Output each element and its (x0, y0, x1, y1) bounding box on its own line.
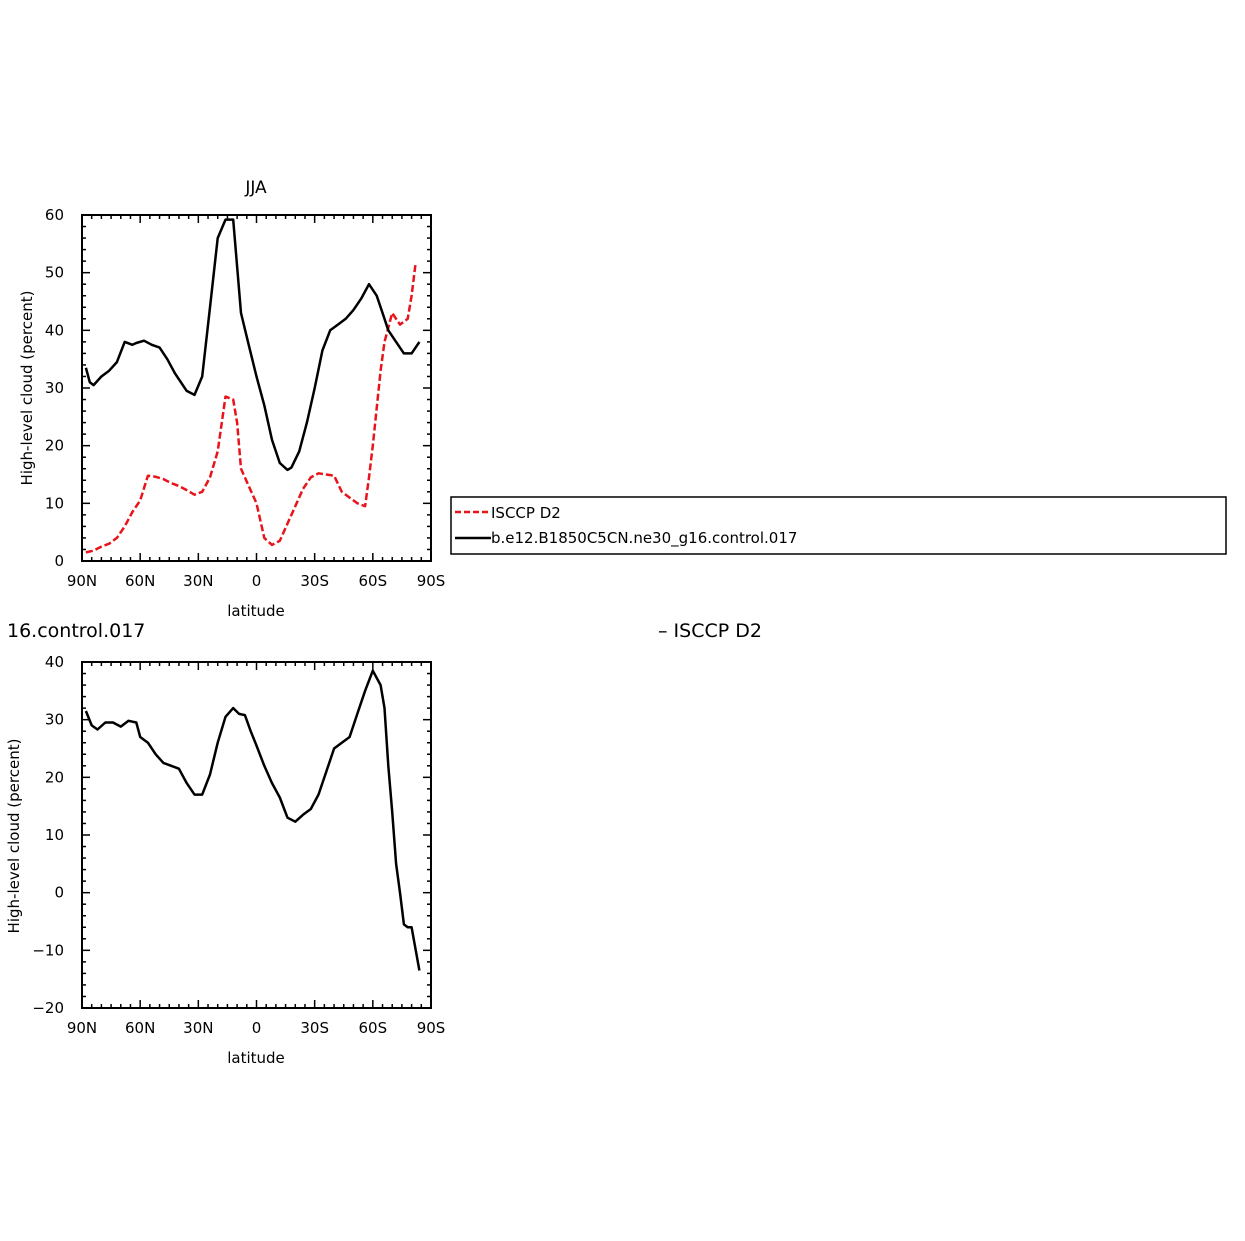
bottom-y-axis-label: High-level cloud (percent) (5, 739, 23, 934)
bottom-title-fragment-right: – ISCCP D2 (658, 620, 762, 642)
y-tick-label: 30 (45, 379, 64, 397)
bottom-title-fragment-left: 16.control.017 (7, 620, 145, 642)
legend-label-model: b.e12.B1850C5CN.ne30_g16.control.017 (491, 529, 797, 548)
bottom-series-line-0 (84, 669, 421, 971)
y-tick-label: 60 (45, 206, 64, 224)
y-tick-label: 0 (54, 884, 64, 902)
y-tick-label: 20 (45, 437, 64, 455)
top-series-line-1 (84, 218, 421, 472)
bottom-tick-labels: 90N 60N 30N 0 30S 60S 90S −20 −10 0 10 20 30 40 (32, 653, 445, 1037)
top-x-axis-label: latitude (227, 602, 285, 620)
y-tick-label: 20 (45, 768, 64, 786)
x-tick-label: 90N (67, 572, 97, 590)
x-tick-label: 30S (300, 572, 329, 590)
top-panel: JJA High-level cloud (percent) latitude … (18, 178, 445, 620)
bottom-panel: 16.control.017 – ISCCP D2 High-level clo… (5, 620, 762, 1067)
y-tick-label: 10 (45, 826, 64, 844)
x-tick-label: 60N (125, 572, 155, 590)
svg-text:High-level cloud (percent): High-level cloud (percent) (18, 291, 36, 486)
x-tick-label: 90S (417, 1019, 446, 1037)
y-tick-label: 50 (45, 264, 64, 282)
bottom-series (84, 669, 421, 971)
legend-box (450, 496, 1227, 555)
bottom-plot-frame (81, 661, 432, 1009)
legend: ISCCP D2 b.e12.B1850C5CN.ne30_g16.contro… (450, 496, 1227, 555)
x-tick-label: 60S (359, 1019, 388, 1037)
y-tick-label: 40 (45, 653, 64, 671)
bottom-x-axis-label: latitude (227, 1049, 285, 1067)
top-series-line-0 (85, 263, 417, 554)
top-series (84, 218, 421, 554)
y-tick-label: 0 (54, 552, 64, 570)
y-tick-label: 10 (45, 494, 64, 512)
y-tick-label: 30 (45, 711, 64, 729)
x-tick-label: 60S (359, 572, 388, 590)
top-plot-frame (81, 214, 432, 562)
x-tick-label: 90N (67, 1019, 97, 1037)
y-tick-label: −10 (32, 941, 64, 959)
y-tick-label: −20 (32, 999, 64, 1017)
x-tick-label: 60N (125, 1019, 155, 1037)
x-tick-label: 30S (300, 1019, 329, 1037)
x-tick-label: 0 (252, 572, 262, 590)
x-tick-label: 30N (183, 1019, 213, 1037)
top-title: JJA (244, 178, 267, 198)
y-tick-label: 40 (45, 321, 64, 339)
bottom-ticks (81, 661, 432, 1009)
x-tick-label: 0 (252, 1019, 262, 1037)
top-y-axis-label: High-level cloud (percent) (18, 291, 36, 486)
x-tick-label: 90S (417, 572, 446, 590)
svg-text:High-level cloud (percent): High-level cloud (percent) (5, 739, 23, 934)
x-tick-label: 30N (183, 572, 213, 590)
legend-label-isccp: ISCCP D2 (491, 504, 561, 522)
top-tick-labels: 90N 60N 30N 0 30S 60S 90S 0 10 20 30 40 50 60 (45, 206, 445, 590)
